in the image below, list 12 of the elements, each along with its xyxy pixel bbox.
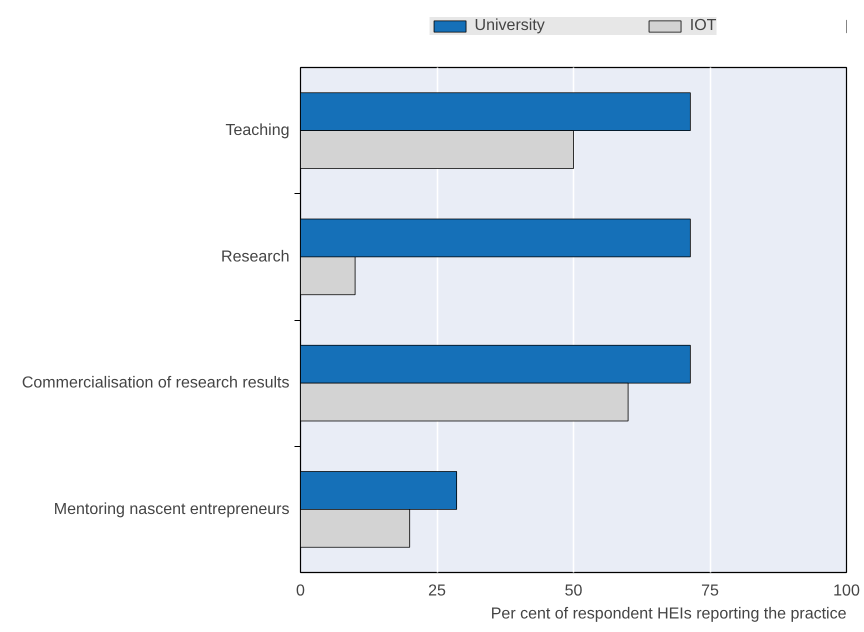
x-tick-label: 25: [428, 582, 446, 600]
x-tick-label: 50: [564, 582, 582, 600]
x-tick-label: 75: [701, 582, 719, 600]
legend-label: IOT: [690, 17, 716, 35]
legend-label: University: [474, 17, 545, 35]
y-tick-label: Commercialisation of research results: [22, 374, 290, 392]
x-tick-label: 0: [296, 582, 306, 600]
x-axis-title: Per cent of respondent HEIs reporting the practice: [490, 606, 847, 622]
x-tick-label: 100: [833, 582, 860, 600]
y-tick-label: Teaching: [225, 122, 290, 140]
y-tick-label: Mentoring nascent entrepreneurs: [54, 500, 290, 518]
y-tick-label: Research: [221, 248, 290, 266]
